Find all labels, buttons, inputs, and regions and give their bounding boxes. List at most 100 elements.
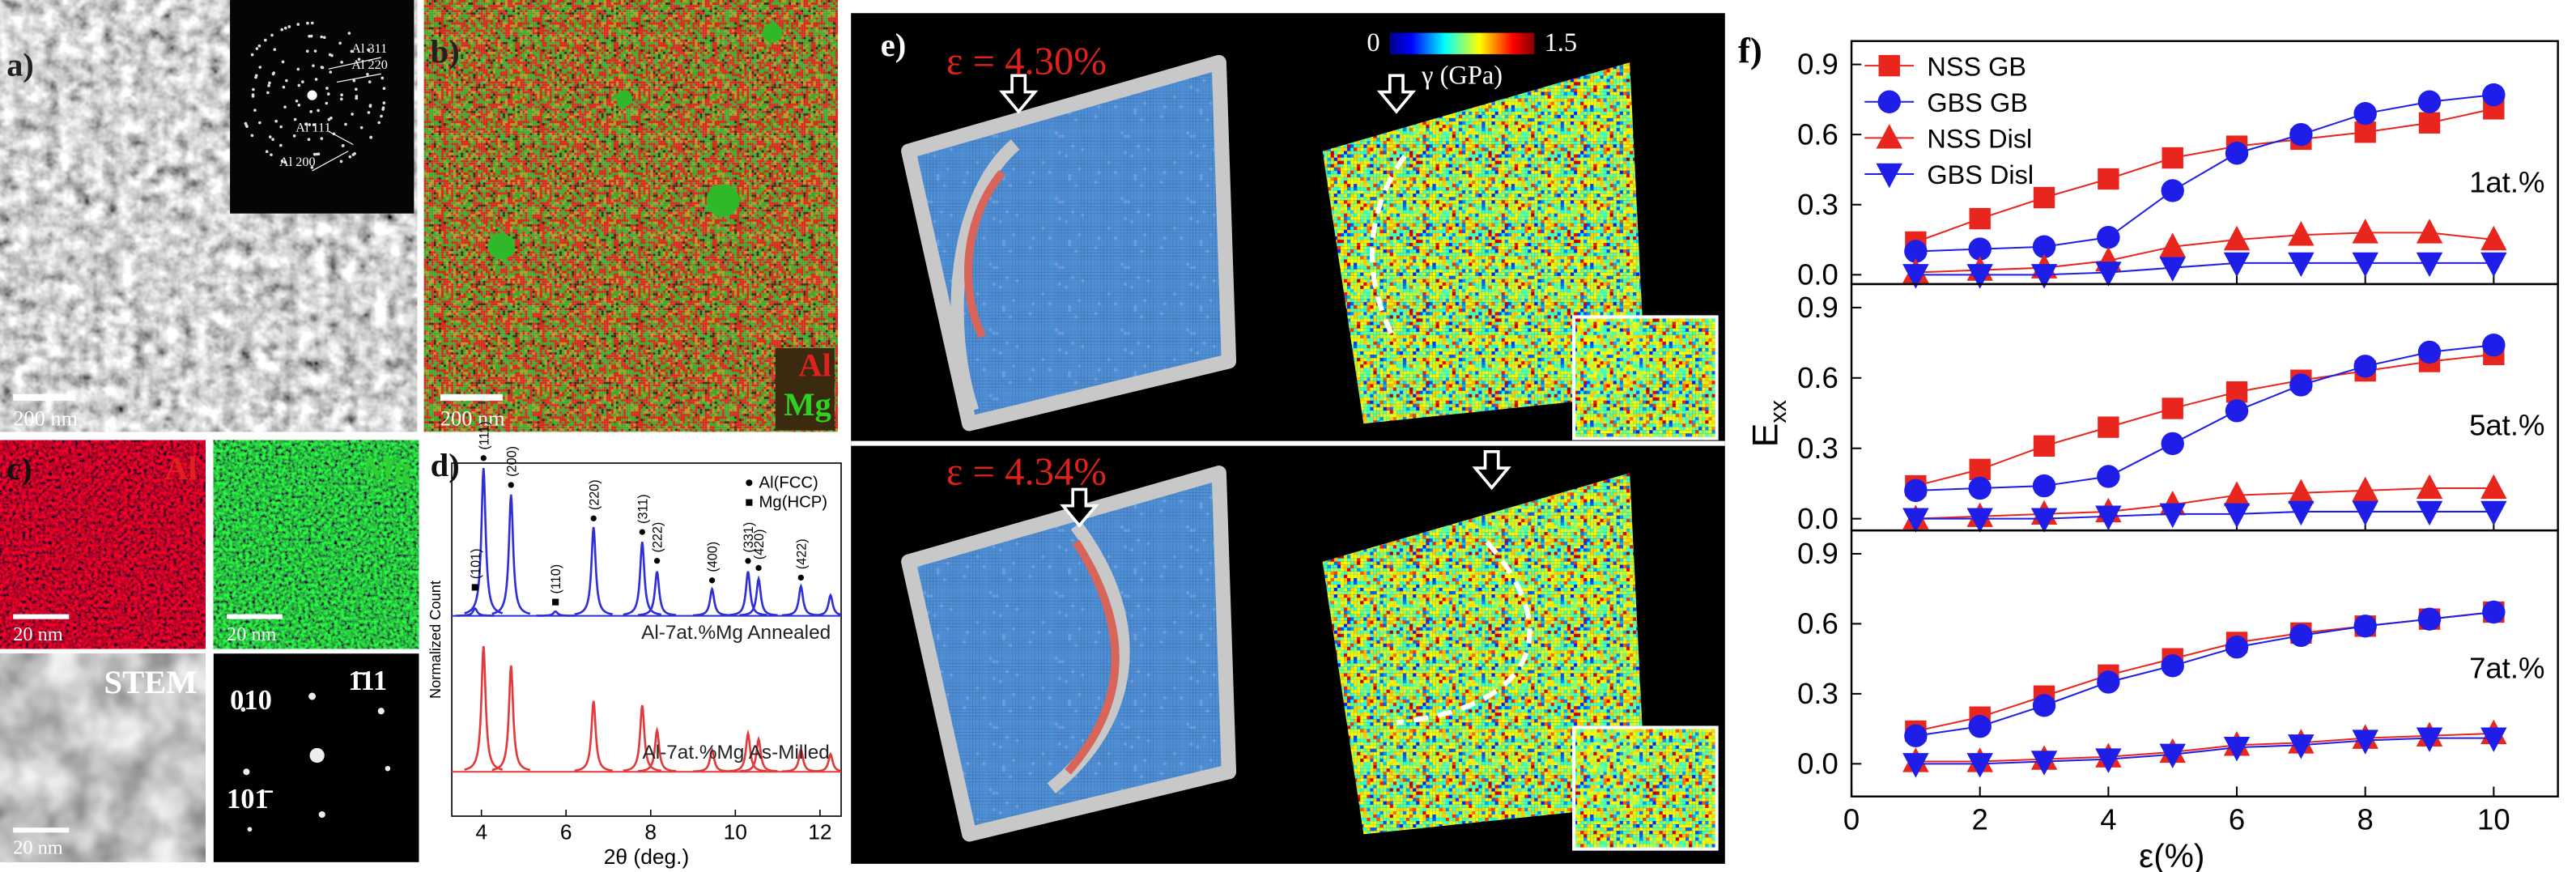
- marker: [2480, 474, 2507, 500]
- scale-bar: [440, 393, 503, 401]
- plot-frame: [1850, 529, 2559, 798]
- diffraction-spot: [359, 125, 363, 130]
- scale-bar: [13, 614, 70, 619]
- series-line: [1915, 108, 2494, 243]
- diffraction-spot: [297, 83, 301, 87]
- marker: [2288, 252, 2315, 278]
- marker: [2225, 142, 2249, 165]
- diffraction-spot: [368, 80, 372, 83]
- marker: [2482, 83, 2506, 107]
- marker: [2416, 252, 2443, 278]
- diffraction-spot: [280, 160, 284, 163]
- panel-label: a): [6, 46, 34, 83]
- eds-tile: [213, 440, 419, 649]
- marker: [2354, 121, 2376, 143]
- peak-marker: [480, 455, 487, 462]
- marker: [2288, 221, 2315, 246]
- diffraction-spot: [377, 121, 381, 125]
- diffraction-spot: [326, 92, 330, 96]
- marker: [2482, 334, 2506, 357]
- diffraction-spot: [320, 35, 324, 39]
- scale-bar: [13, 393, 76, 401]
- diffraction-spot: [250, 53, 254, 57]
- arrow: [1472, 449, 1511, 491]
- diffraction-spot: [307, 138, 311, 142]
- diffraction-spot: [369, 135, 373, 139]
- diffraction-spot: [283, 160, 287, 164]
- marker: [1904, 724, 1928, 747]
- mg-cluster: [706, 184, 740, 217]
- marker: [2162, 398, 2183, 419]
- marker: [2223, 503, 2251, 529]
- x-axis-label: 2θ (deg.): [604, 844, 690, 869]
- marker: [2480, 727, 2507, 752]
- marker: [2159, 257, 2186, 282]
- marker: [2352, 730, 2378, 755]
- peak-marker: [590, 515, 597, 521]
- colorbar-label: γ (GPa): [1421, 61, 1503, 90]
- marker: [1966, 508, 1993, 533]
- series-line: [1915, 94, 2494, 253]
- marker: [2352, 219, 2378, 244]
- diffraction-spot: [368, 104, 372, 108]
- y-tick-label: 0.3: [1797, 677, 1838, 710]
- marker: [2480, 252, 2507, 278]
- panel-annotation: 5at.%: [2469, 408, 2544, 441]
- marker: [2416, 500, 2443, 526]
- marker: [2032, 235, 2056, 258]
- diffraction-spot: [308, 34, 311, 38]
- diffraction-spot: [304, 122, 308, 126]
- marker: [2030, 508, 2058, 533]
- peak: [536, 610, 575, 617]
- legend-box: [775, 347, 835, 431]
- marker: [1904, 240, 1928, 263]
- peak: [811, 751, 841, 773]
- diffraction-spot: [318, 810, 325, 819]
- spot-label: 010: [230, 685, 272, 716]
- diffraction-spot: [306, 21, 309, 25]
- diffraction-spot: [367, 48, 370, 52]
- diffraction-spot: [253, 108, 257, 112]
- peak: [464, 646, 504, 771]
- peak-label: (422): [794, 538, 809, 569]
- diffraction-spot: [380, 114, 383, 118]
- diffraction-spot: [251, 93, 255, 96]
- legend-marker: [1877, 90, 1901, 113]
- scale-bar-label: 200 nm: [440, 406, 505, 430]
- diffraction-spot: [283, 26, 287, 30]
- diffraction-spot: [377, 708, 385, 715]
- diffraction-spot: [293, 117, 297, 121]
- y-tick-label: 0.3: [1797, 432, 1838, 465]
- arrow: [1060, 487, 1099, 528]
- marker: [2416, 474, 2443, 500]
- marker: [1966, 753, 1993, 778]
- scale-bar: [13, 827, 70, 833]
- marker: [1966, 264, 1993, 289]
- diffraction-spot: [245, 125, 249, 129]
- diffraction-spot: [271, 72, 275, 76]
- marker: [2225, 399, 2249, 423]
- series-label: Al-7at.%Mg Annealed: [641, 622, 831, 644]
- diffraction-spot: [254, 74, 258, 78]
- peak: [729, 729, 767, 772]
- legend-label: GBS Disl: [1927, 160, 2034, 189]
- diffraction-spot: [325, 101, 329, 105]
- x-tick-label: 4: [475, 819, 487, 844]
- diffraction-spot: [273, 48, 277, 51]
- diffraction-spot: [268, 135, 272, 138]
- marker: [2097, 670, 2120, 694]
- marker: [2353, 355, 2377, 378]
- diffraction-spot: [340, 61, 343, 64]
- peak: [623, 542, 662, 616]
- marker: [2289, 373, 2313, 397]
- legend-label: GBS GB: [1927, 88, 2027, 117]
- legend-label: NSS GB: [1927, 52, 2026, 81]
- diffraction-spot: [380, 76, 385, 80]
- y-axis-label: Exx: [1746, 400, 1792, 447]
- diffraction-spot: [310, 21, 314, 25]
- stress-map: [1322, 473, 1647, 835]
- panel-label: f): [1738, 30, 1762, 70]
- diffraction-spot: [270, 153, 273, 156]
- y-tick-label: 0.0: [1797, 258, 1838, 291]
- diffraction-spot: [381, 108, 385, 111]
